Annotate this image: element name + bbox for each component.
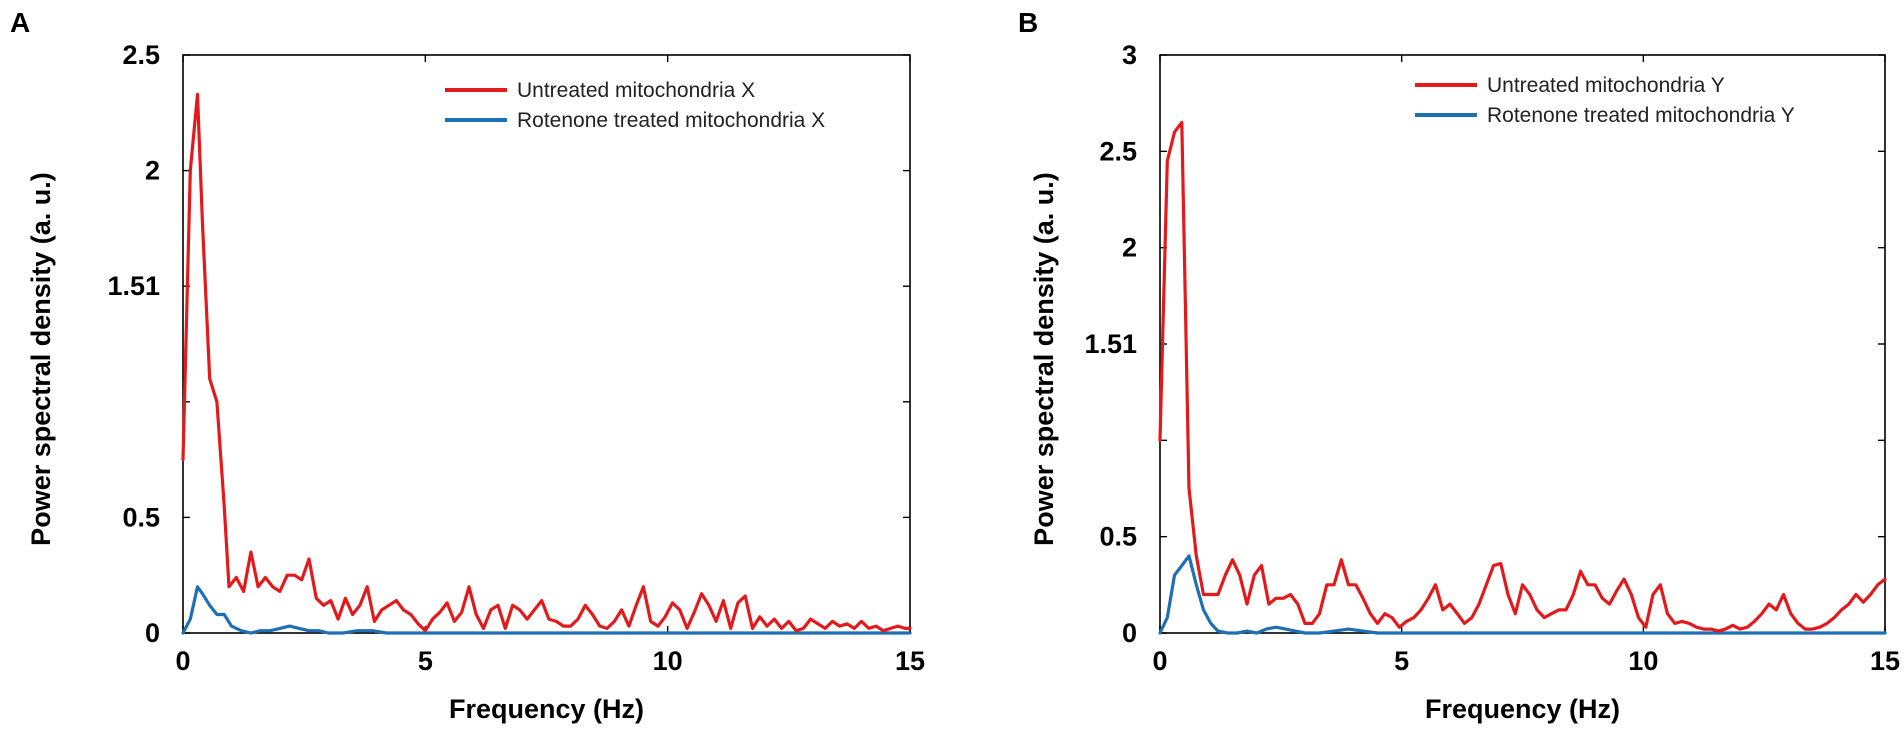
y-tick-label: 2 — [145, 156, 160, 186]
series-line-untreated — [181, 92, 912, 633]
y-axis-title: Power spectral density (a. u.) — [26, 172, 56, 546]
panel-letter: B — [1018, 7, 1038, 38]
y-tick-label: 1.51 — [107, 271, 160, 301]
panel-a: A 0 0.5 1.51 2 2.5 0 5 10 15 Frequency (Hz) Power s… — [10, 7, 925, 724]
y-tick-label: 0 — [145, 618, 160, 648]
x-axis-title: Frequency (Hz) — [1425, 694, 1620, 724]
y-tick-label: 0.5 — [122, 502, 160, 532]
legend-label-rotenone: Rotenone treated mitochondria X — [517, 109, 825, 132]
plot-frame — [182, 54, 911, 634]
x-tick-label: 15 — [1870, 646, 1900, 676]
x-tick-label: 10 — [653, 646, 683, 676]
series-line-rotenone — [1158, 554, 1887, 635]
y-tick-label: 2.5 — [1099, 136, 1137, 166]
x-tick-label: 0 — [175, 646, 190, 676]
x-tick-label: 5 — [1394, 646, 1409, 676]
y-axis-title: Power spectral density (a. u.) — [1029, 172, 1059, 546]
y-tick-label: 1.51 — [1084, 329, 1137, 359]
series-line-rotenone — [181, 585, 912, 635]
x-tick-label: 0 — [1152, 646, 1167, 676]
y-tick-label: 0 — [1122, 618, 1137, 648]
plot-frame — [1159, 54, 1886, 634]
x-tick-label: 10 — [1628, 646, 1658, 676]
x-tick-label: 5 — [418, 646, 433, 676]
legend-label-untreated: Untreated mitochondria X — [517, 79, 755, 102]
legend-label-untreated: Untreated mitochondria Y — [1487, 74, 1725, 97]
y-tick-label: 2 — [1122, 233, 1137, 263]
x-tick-label: 15 — [895, 646, 925, 676]
series-line-untreated — [1158, 120, 1887, 633]
panel-b: B 0 0.5 1.51 2 2.5 3 0 5 10 15 Frequency (Hz) Power … — [1018, 7, 1900, 724]
y-tick-label: 0.5 — [1099, 522, 1137, 552]
legend-label-rotenone: Rotenone treated mitochondria Y — [1487, 104, 1795, 127]
y-tick-label: 2.5 — [122, 40, 160, 70]
x-axis-title: Frequency (Hz) — [449, 694, 644, 724]
y-tick-label: 3 — [1122, 40, 1137, 70]
panel-letter: A — [10, 7, 30, 38]
